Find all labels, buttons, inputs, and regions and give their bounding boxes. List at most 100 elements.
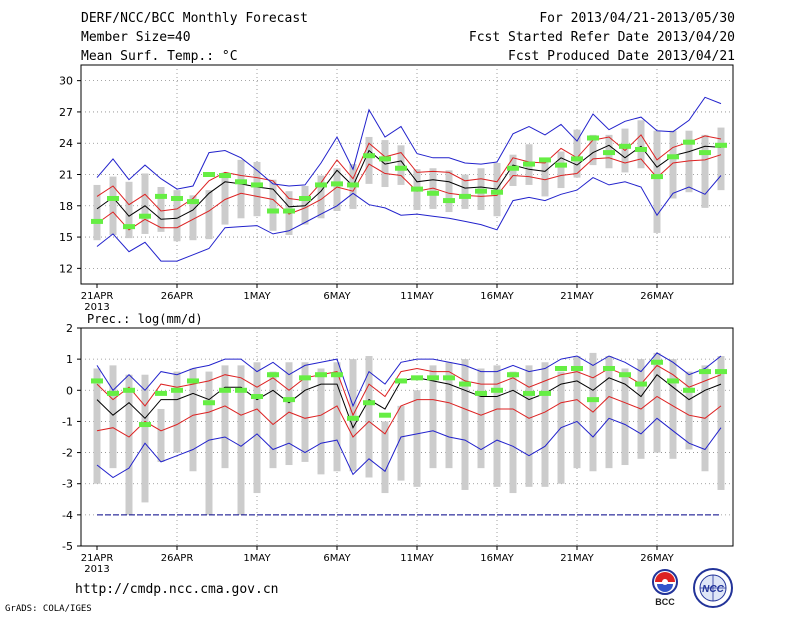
spread-bar [237,365,245,515]
x-tick-label: 26MAY [640,291,674,302]
observed-marker [555,162,567,168]
spread-bar [493,365,501,487]
x-tick-label: 21APR [81,291,114,302]
spread-bar [269,179,277,231]
spread-bar [253,161,261,217]
y-tick-label: -5 [62,540,73,553]
observed-marker [203,172,215,177]
spread-bar [333,168,341,211]
observed-marker [331,181,343,187]
observed-marker [155,390,167,396]
observed-marker [459,381,471,387]
observed-marker [491,189,503,195]
spread-bar [365,356,373,478]
observed-marker [571,365,583,371]
observed-marker [363,400,375,406]
y-tick-label: 12 [59,262,73,275]
header-right-1: For 2013/04/21-2013/05/30 [539,11,735,26]
spread-bar [189,368,197,472]
observed-marker [571,156,583,162]
spread-bar [317,175,325,219]
x-tick-label: 1MAY [243,291,271,302]
x-tick-label: 26APR [161,291,194,302]
observed-marker [235,387,247,393]
spread-bar [669,359,677,459]
spread-bar [605,356,613,469]
spread-bar [333,362,341,472]
grads-credit: GrADS: COLA/IGES [5,604,92,614]
observed-marker [587,135,599,141]
y-tick-label: 30 [59,75,73,88]
x-tick-label: 21APR [81,553,114,564]
spread-bar [141,374,149,503]
spread-bar [189,195,197,241]
source-url[interactable]: http://cmdp.ncc.cma.gov.cn [75,582,279,597]
observed-marker [251,394,263,400]
y-tick-label: 0 [66,384,73,397]
spread-bar [573,356,581,469]
observed-marker [187,199,199,205]
spread-bar [493,163,501,217]
observed-marker [315,182,327,188]
y-tick-label: -4 [62,509,73,522]
spread-bar [573,129,581,178]
observed-marker [235,179,247,185]
observed-marker [667,378,679,384]
observed-marker [219,387,231,393]
y-tick-label: 1 [66,353,73,366]
observed-marker [107,390,119,396]
y-tick-label: 2 [66,322,73,335]
spread-bar [541,362,549,487]
observed-marker [619,143,631,149]
spread-bar [285,362,293,466]
spread-bar [461,359,469,490]
observed-marker [139,422,151,428]
observed-marker [427,375,439,381]
spread-bar [157,408,165,462]
observed-marker [635,381,647,387]
x-year-label: 2013 [84,564,109,575]
observed-marker [523,161,535,167]
observed-marker [267,372,279,378]
x-year-label: 2013 [84,302,109,313]
ncc-logo-text: NCC [702,584,724,595]
observed-marker [171,195,183,201]
observed-marker [187,378,199,384]
spread-bar [205,371,213,515]
spread-bar [269,371,277,469]
spread-bar [397,145,405,185]
observed-marker [363,153,375,159]
observed-marker [267,208,279,214]
series-line-outer-high [96,96,722,190]
spread-bar [637,120,645,169]
spread-bar [173,190,181,242]
observed-marker [251,182,263,188]
observed-marker [315,372,327,378]
observed-marker [683,387,695,393]
spread-bar [173,371,181,453]
spread-bar [317,368,325,475]
observed-marker [603,150,615,156]
panel-title: Prec.: log(mm/d) [87,312,203,326]
spread-bar [653,352,661,453]
spread-bar [221,365,229,469]
series-line-outer-low [96,175,722,262]
series-line-inner-high [96,364,722,417]
y-tick-label: 18 [59,200,73,213]
observed-marker [379,156,391,162]
observed-marker [715,369,727,375]
series-line-inner-low [96,395,722,438]
observed-marker [523,390,535,396]
observed-marker [443,375,455,381]
observed-marker [539,390,551,396]
spread-bar [205,190,213,240]
observed-marker [459,193,471,199]
observed-marker [699,150,711,156]
y-tick-label: -3 [62,478,73,491]
observed-marker [427,190,439,196]
spread-bar [93,184,101,241]
spread-bar [685,130,693,193]
observed-marker [587,397,599,403]
bcc-logo-text: BCC [655,597,675,607]
spread-bar [157,187,165,232]
